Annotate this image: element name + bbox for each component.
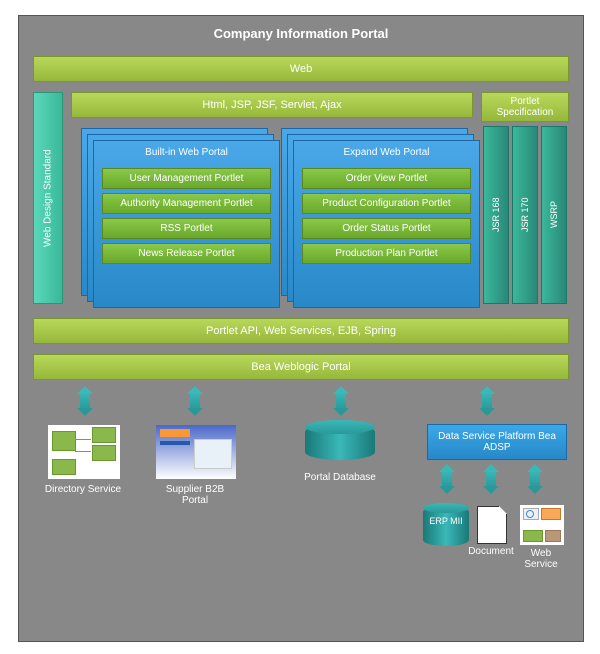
supplier-label: Supplier B2B Portal <box>155 484 235 506</box>
data-service-box: Data Service Platform Bea ADSP <box>427 424 567 460</box>
erp-label: ERP MII <box>423 516 469 527</box>
portlet-item: Authority Management Portlet <box>102 193 271 214</box>
arrow-icon <box>439 464 455 494</box>
portlet-item: Product Configuration Portlet <box>302 193 471 214</box>
portlet-item: Order Status Portlet <box>302 218 471 239</box>
web-bar: Web <box>33 56 569 82</box>
webservice-label: Web Service <box>515 548 567 570</box>
arrow-icon <box>187 386 203 416</box>
portlet-item: News Release Portlet <box>102 243 271 264</box>
arrow-icon <box>333 386 349 416</box>
supplier-portal-icon <box>155 424 237 480</box>
database-icon <box>305 424 375 460</box>
builtin-portal-card: Built-in Web Portal User Management Port… <box>93 140 280 308</box>
card-title: Expand Web Portal <box>294 141 479 164</box>
portlet-item: User Management Portlet <box>102 168 271 189</box>
directory-label: Directory Service <box>37 484 129 495</box>
spec-wsrp: WSRP <box>541 126 567 304</box>
document-icon <box>477 506 507 544</box>
directory-service-icon <box>47 424 121 480</box>
portlet-item: Production Plan Portlet <box>302 243 471 264</box>
webservice-icon <box>519 504 565 546</box>
dsp-label: Data Service Platform Bea ADSP <box>438 431 556 453</box>
erp-icon: ERP MII <box>423 506 469 546</box>
api-bar: Portlet API, Web Services, EJB, Spring <box>33 318 569 344</box>
bea-bar: Bea Weblogic Portal <box>33 354 569 380</box>
portlet-spec-header: Portlet Specification <box>481 92 569 122</box>
arrow-icon <box>527 464 543 494</box>
portlet-item: RSS Portlet <box>102 218 271 239</box>
card-title: Built-in Web Portal <box>94 141 279 164</box>
database-label: Portal Database <box>285 472 395 483</box>
diagram-container: Company Information Portal Web Web Desig… <box>18 15 584 642</box>
portlet-item: Order View Portlet <box>302 168 471 189</box>
arrow-icon <box>479 386 495 416</box>
spec-jsr170: JSR 170 <box>512 126 538 304</box>
page-title: Company Information Portal <box>19 16 583 51</box>
expand-portal-card: Expand Web Portal Order View Portlet Pro… <box>293 140 480 308</box>
web-design-standard: Web Design Standard <box>33 92 63 304</box>
arrow-icon <box>77 386 93 416</box>
html-bar: Html, JSP, JSF, Servlet, Ajax <box>71 92 473 118</box>
spec-jsr168: JSR 168 <box>483 126 509 304</box>
document-label: Document <box>463 546 519 557</box>
arrow-icon <box>483 464 499 494</box>
